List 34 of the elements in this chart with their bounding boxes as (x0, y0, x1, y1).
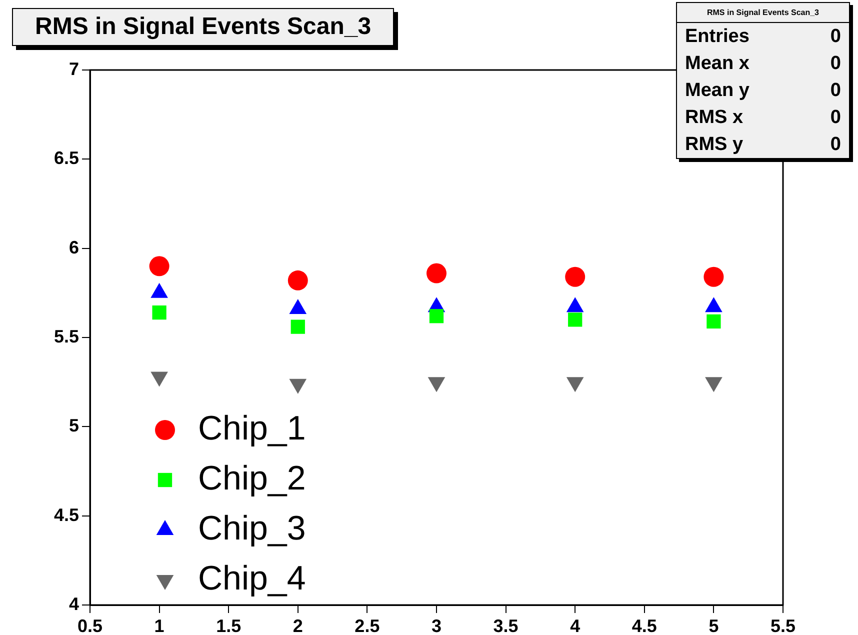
x-tick-label: 4 (570, 616, 580, 635)
legend-label: Chip_3 (198, 509, 306, 548)
text: 0 (830, 25, 841, 49)
x-tick-label: 5 (708, 616, 719, 635)
text: 0 (830, 133, 841, 157)
y-tick-label: 6.5 (54, 148, 79, 168)
annotation: RMS y (685, 133, 744, 157)
y-tick-label: 4 (68, 594, 79, 614)
legend-label: Chip_4 (198, 559, 306, 598)
legend-label: Chip_1 (198, 409, 306, 448)
x-tick-label: 1.5 (216, 616, 242, 635)
text: RMS in Signal Events Scan_3 (677, 3, 849, 23)
y-tick-label: 6 (68, 237, 79, 258)
x-tick-label: 1 (154, 616, 164, 635)
x-tick-label: 0.5 (77, 616, 103, 635)
text: 0 (830, 106, 841, 130)
text: Entries (685, 25, 750, 49)
y-tick-label: 5.5 (54, 326, 79, 346)
legend-label: Chip_2 (198, 459, 306, 498)
x-tick-label: 3 (431, 616, 442, 635)
y-tick-label: 5 (68, 416, 79, 436)
annotation: RMS x (685, 106, 744, 130)
x-tick-label: 2 (292, 616, 303, 635)
y-tick-label: 4.5 (54, 504, 79, 525)
y-tick-label: 7 (68, 58, 79, 79)
x-tick-label: 5.5 (770, 616, 796, 635)
text: 0 (830, 79, 841, 103)
chart-title: RMS in Signal Events Scan_3 (12, 8, 394, 46)
annotation: Mean x (685, 52, 750, 76)
x-tick-label: 3.5 (493, 616, 518, 635)
x-tick-label: 2.5 (354, 616, 380, 635)
annotation: Mean y (685, 79, 750, 103)
text: 0 (830, 52, 841, 76)
x-tick-label: 4.5 (632, 616, 657, 635)
